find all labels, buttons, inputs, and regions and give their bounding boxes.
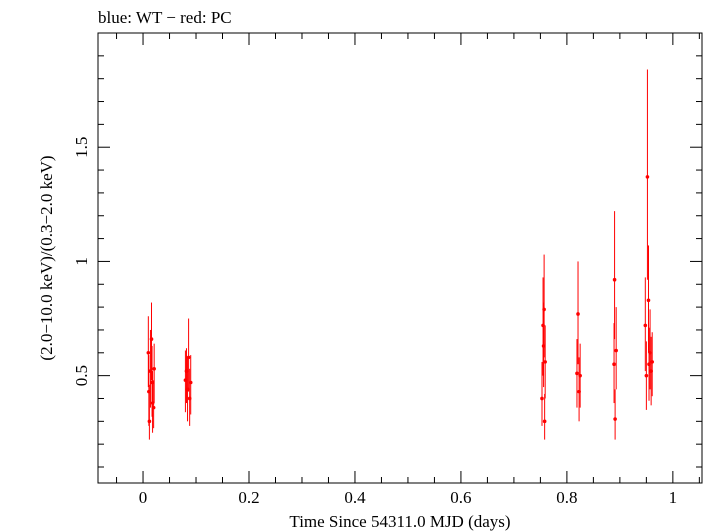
y-tick-label: 1.5 [72, 137, 91, 158]
x-axis-ticks: 0 0.2 0.4 0.6 0.8 1 [116, 33, 700, 507]
data-point [645, 175, 650, 179]
data-point [643, 323, 648, 328]
y-tick-label: 1 [72, 257, 91, 266]
data-point [644, 373, 649, 378]
data-point [576, 312, 580, 316]
data-point [188, 380, 193, 385]
data-point [152, 366, 156, 371]
data-point [613, 417, 617, 421]
data-point [543, 360, 547, 364]
data-point [151, 405, 156, 410]
data-point [540, 396, 544, 401]
data-point [149, 337, 154, 341]
data-point [612, 362, 616, 367]
data-point [542, 419, 547, 424]
x-tick-label: 0.2 [238, 488, 259, 507]
data-point [146, 350, 151, 355]
y-tick-label: 0.5 [72, 365, 91, 386]
x-tick-label: 1 [669, 488, 678, 507]
x-tick-label: 0.6 [450, 488, 471, 507]
y-axis-label: (2.0−10.0 keV)/(0.3−2.0 keV) [37, 155, 56, 360]
chart-title: blue: WT − red: PC [98, 8, 232, 27]
plot-frame [97, 32, 703, 484]
x-tick-label: 0.8 [556, 488, 577, 507]
data-point [147, 419, 152, 424]
data-point [646, 298, 651, 303]
data-points [146, 69, 654, 440]
data-point [542, 307, 546, 312]
data-point [186, 355, 191, 360]
data-point [575, 371, 579, 376]
y-axis-ticks: 0.5 1 1.5 [72, 55, 702, 468]
data-point [612, 277, 617, 282]
x-axis-label: Time Since 54311.0 MJD (days) [289, 512, 510, 531]
x-tick-label: 0.4 [344, 488, 366, 507]
data-point [650, 360, 654, 364]
data-point [578, 373, 582, 378]
x-tick-label: 0 [139, 488, 148, 507]
data-point [614, 348, 618, 353]
